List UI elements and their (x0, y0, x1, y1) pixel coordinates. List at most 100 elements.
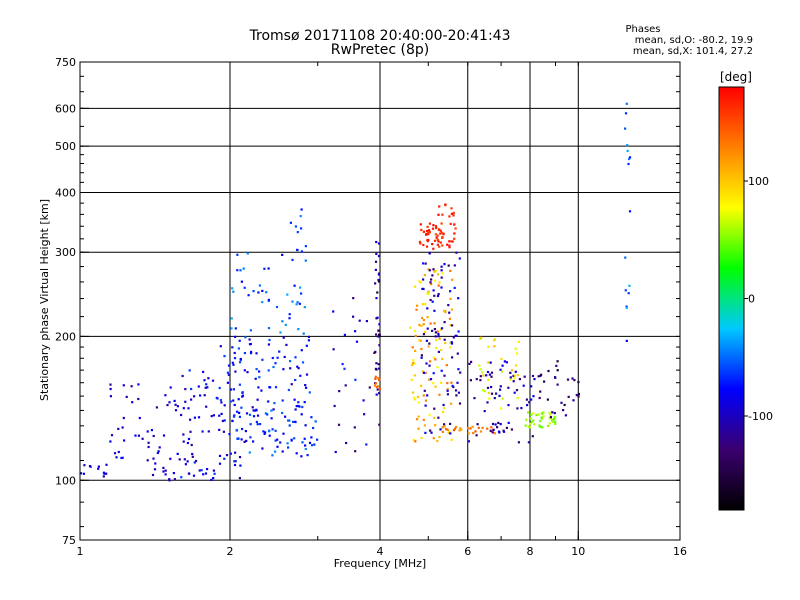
data-point (412, 396, 416, 399)
data-point (424, 303, 427, 306)
data-point (199, 394, 202, 397)
data-point (304, 384, 307, 387)
data-point (273, 402, 276, 405)
data-point (252, 440, 255, 443)
data-point (470, 360, 473, 363)
data-point (416, 418, 419, 421)
data-point (232, 399, 235, 402)
data-point (414, 349, 417, 352)
data-point (414, 440, 417, 443)
data-point (236, 410, 239, 413)
data-point (457, 368, 460, 371)
data-point (575, 394, 578, 397)
data-point (428, 413, 431, 416)
data-point (268, 430, 271, 433)
data-point (507, 421, 510, 424)
data-point (487, 378, 490, 381)
data-point (427, 290, 430, 293)
data-point (343, 367, 346, 370)
data-point (173, 399, 176, 402)
data-point (353, 426, 356, 429)
data-point (234, 370, 237, 373)
data-point (431, 243, 434, 246)
data-point (137, 434, 140, 437)
data-point (514, 370, 517, 373)
data-point (182, 407, 185, 410)
data-point (443, 263, 446, 266)
data-point (83, 464, 86, 467)
data-point (183, 458, 186, 461)
data-point (352, 315, 355, 318)
data-point (453, 427, 457, 430)
data-point (202, 370, 205, 373)
data-point (538, 396, 541, 400)
data-point (308, 441, 312, 444)
data-point (296, 231, 299, 234)
data-point (352, 297, 355, 300)
data-point (426, 316, 429, 319)
data-point (103, 472, 106, 475)
data-point (241, 391, 244, 394)
data-point (375, 368, 378, 371)
data-point (354, 330, 357, 333)
data-point (223, 419, 226, 422)
data-point (436, 366, 439, 369)
data-point (455, 251, 458, 254)
data-point (182, 433, 185, 436)
data-point (437, 416, 440, 419)
data-point (440, 349, 443, 352)
data-point (246, 371, 249, 374)
data-point (459, 371, 462, 374)
data-point (436, 238, 439, 241)
data-point (430, 282, 433, 286)
data-point (375, 362, 378, 365)
data-point (243, 352, 246, 355)
data-point (137, 397, 140, 401)
data-point (230, 327, 233, 330)
y-tick-label: 500 (55, 140, 76, 153)
data-point (497, 430, 501, 433)
data-point (187, 437, 191, 441)
data-point (433, 309, 436, 312)
data-point (305, 373, 309, 376)
data-point (443, 309, 446, 312)
data-point (187, 407, 190, 410)
data-point (485, 374, 488, 377)
data-point (274, 386, 278, 389)
data-point (373, 384, 376, 387)
data-point (228, 433, 231, 436)
data-point (212, 477, 215, 480)
data-point (481, 371, 484, 374)
chart-title: Tromsø 20171108 20:40:00-20:41:43 (249, 28, 511, 44)
data-point (419, 281, 422, 284)
data-point (451, 356, 454, 359)
data-point (518, 378, 521, 381)
data-point (532, 412, 535, 415)
data-point (423, 389, 426, 392)
data-point (438, 435, 441, 439)
data-point (542, 415, 545, 418)
data-point (201, 430, 204, 433)
data-point (141, 437, 144, 440)
data-point (418, 339, 421, 342)
data-point (305, 386, 308, 389)
data-point (269, 386, 272, 389)
x-tick-label: 4 (377, 545, 384, 558)
data-point (491, 422, 495, 426)
data-point (421, 370, 424, 373)
data-point (151, 473, 155, 477)
data-point (300, 455, 303, 458)
data-point (458, 402, 462, 405)
y-axis-label: Stationary phase Virtual Height [km] (38, 199, 51, 401)
data-point (270, 417, 273, 420)
data-point (419, 223, 422, 226)
data-point (454, 389, 458, 392)
data-point (271, 356, 274, 360)
data-point (411, 364, 414, 367)
data-point (190, 387, 193, 391)
data-point (418, 323, 421, 327)
data-point (301, 441, 304, 444)
data-point (516, 407, 519, 410)
data-point (219, 345, 222, 348)
data-point (449, 297, 452, 300)
